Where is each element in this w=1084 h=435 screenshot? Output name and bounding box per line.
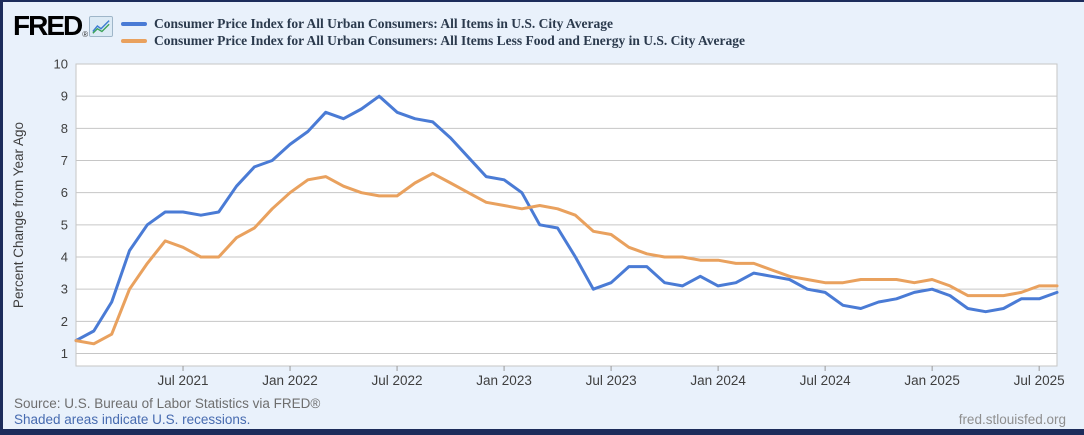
svg-text:Jul 2024: Jul 2024 xyxy=(800,373,852,388)
legend-item-cpi-all-items[interactable]: Consumer Price Index for All Urban Consu… xyxy=(121,15,745,32)
fred-logo-registered-mark: ® xyxy=(82,30,89,39)
chart-legend: Consumer Price Index for All Urban Consu… xyxy=(121,15,745,49)
fred-site-url[interactable]: fred.stlouisfed.org xyxy=(958,412,1066,427)
svg-text:3: 3 xyxy=(61,282,68,297)
source-attribution: Source: U.S. Bureau of Labor Statistics … xyxy=(14,396,321,411)
svg-text:Jan 2024: Jan 2024 xyxy=(690,373,746,388)
legend-swatch-blue xyxy=(121,21,147,26)
svg-text:7: 7 xyxy=(61,153,68,168)
svg-text:Jul 2021: Jul 2021 xyxy=(157,373,208,388)
svg-text:Jul 2023: Jul 2023 xyxy=(586,373,637,388)
svg-text:2: 2 xyxy=(61,314,68,329)
svg-text:Percent Change from Year Ago: Percent Change from Year Ago xyxy=(11,122,26,308)
legend-label-cpi-core: Consumer Price Index for All Urban Consu… xyxy=(154,32,746,48)
recessions-note-link[interactable]: Shaded areas indicate U.S. recessions. xyxy=(14,412,251,427)
fred-logo-chart-icon xyxy=(89,16,114,37)
svg-text:Jul 2022: Jul 2022 xyxy=(372,373,423,388)
svg-text:Jul 2025: Jul 2025 xyxy=(1014,373,1065,388)
cpi-line-chart[interactable]: 1 2 3 4 5 6 7 8 9 10 Jul 2021 Jan 2022 Jul 2022 Jan 2… xyxy=(3,2,1084,394)
svg-text:6: 6 xyxy=(61,185,68,200)
svg-text:Jan 2023: Jan 2023 xyxy=(476,373,532,388)
svg-text:5: 5 xyxy=(61,217,68,232)
fred-logo-text: FRED xyxy=(13,10,83,41)
svg-text:Jan 2025: Jan 2025 xyxy=(904,373,960,388)
svg-text:9: 9 xyxy=(61,89,68,104)
fred-logo[interactable]: FRED ® xyxy=(13,10,114,41)
svg-text:Jan 2022: Jan 2022 xyxy=(262,373,318,388)
legend-label-cpi-all-items: Consumer Price Index for All Urban Consu… xyxy=(154,15,613,31)
svg-text:8: 8 xyxy=(61,121,68,136)
legend-item-cpi-core[interactable]: Consumer Price Index for All Urban Consu… xyxy=(121,32,745,49)
svg-text:4: 4 xyxy=(61,250,68,265)
svg-text:1: 1 xyxy=(61,346,68,361)
svg-text:10: 10 xyxy=(54,57,68,72)
legend-swatch-orange xyxy=(121,38,147,43)
